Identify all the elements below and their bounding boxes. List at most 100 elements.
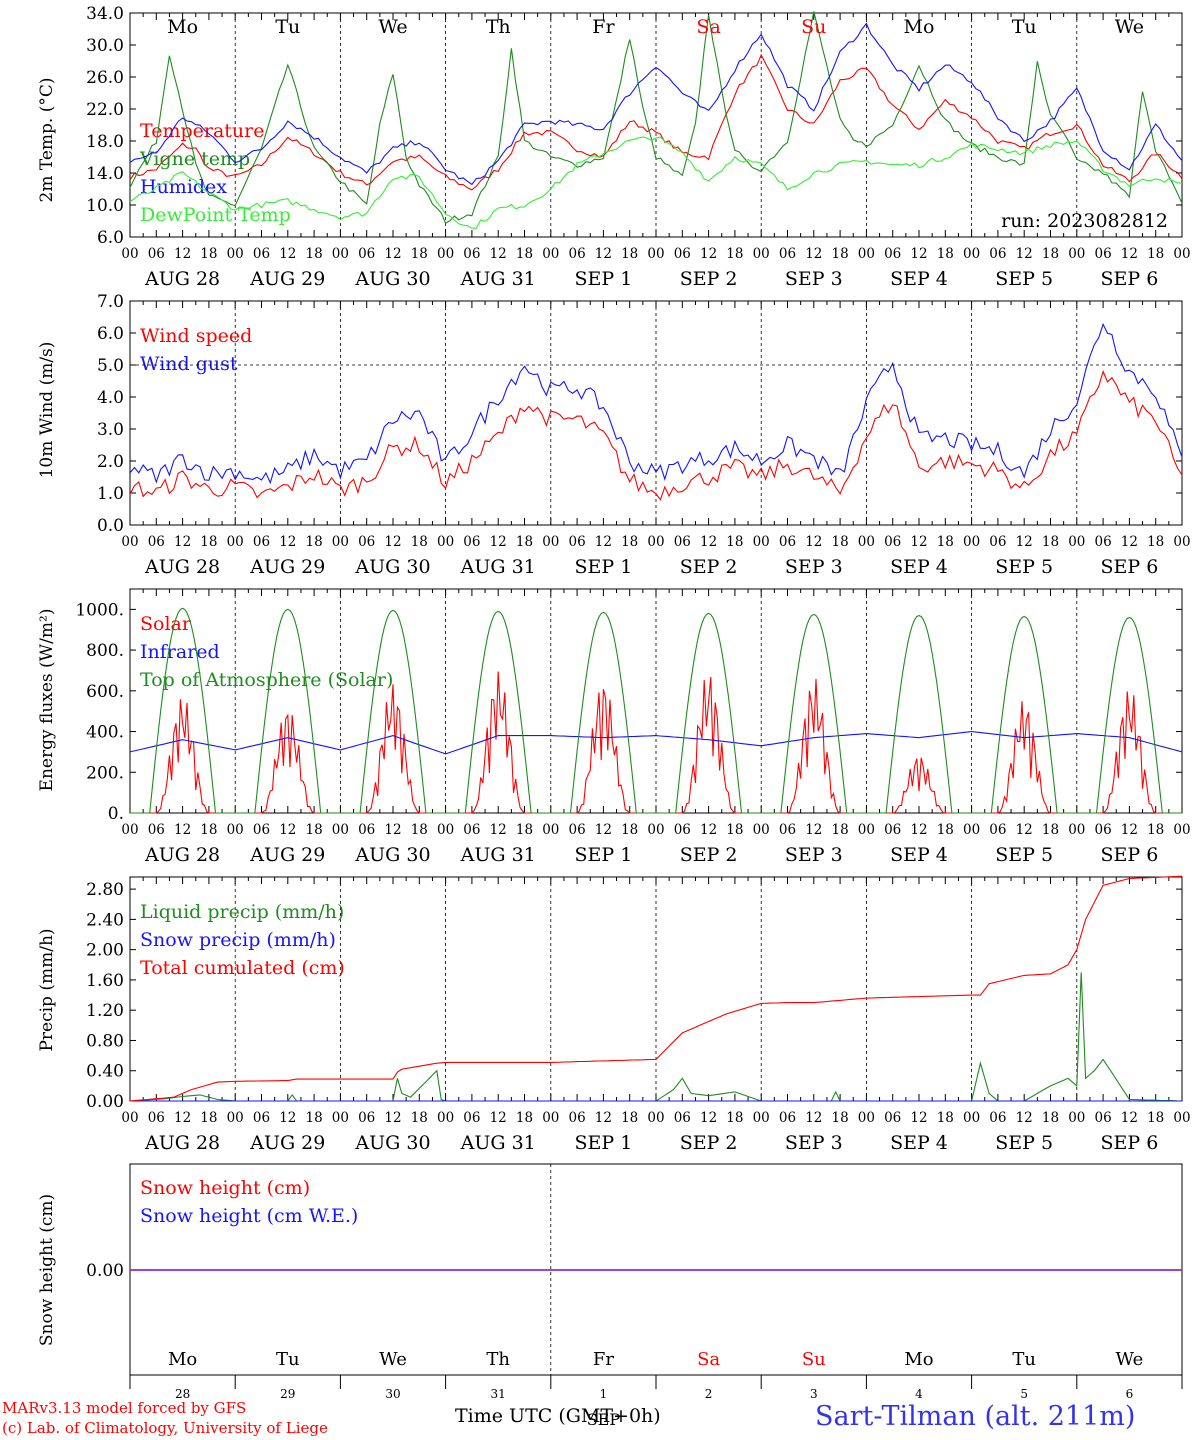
hour-tick-label: 18 — [1147, 534, 1164, 550]
hour-tick-label: 06 — [569, 534, 586, 550]
hour-tick-label: 06 — [674, 534, 691, 550]
hour-tick-label: 00 — [227, 246, 244, 262]
hour-tick-label: 12 — [700, 246, 717, 262]
hour-tick-label: 18 — [516, 822, 533, 838]
legend-entry: Wind gust — [140, 353, 238, 375]
y-tick-label: 10.0 — [86, 196, 124, 216]
hour-tick-label: 18 — [832, 1110, 849, 1126]
hour-tick-label: 00 — [437, 1110, 454, 1126]
hour-tick-label: 18 — [200, 822, 217, 838]
plot-frame — [129, 588, 1183, 814]
hour-tick-label: 00 — [1173, 534, 1190, 550]
date-label: AUG 29 — [249, 268, 325, 290]
hour-tick-label: 06 — [1095, 534, 1112, 550]
y-tick-label: 2.40 — [86, 910, 124, 930]
hour-tick-label: 12 — [910, 822, 927, 838]
hour-tick-label: 12 — [174, 534, 191, 550]
y-tick-label: 6.0 — [97, 228, 124, 248]
hour-tick-label: 00 — [1068, 534, 1085, 550]
hour-tick-label: 06 — [148, 1110, 165, 1126]
hour-tick-label: 00 — [963, 822, 980, 838]
hour-tick-label: 18 — [1042, 246, 1059, 262]
hour-tick-label: 00 — [753, 822, 770, 838]
hour-tick-label: 12 — [1016, 822, 1033, 838]
y-tick-label: 800. — [86, 641, 124, 661]
hour-tick-label: 18 — [306, 1110, 323, 1126]
hour-tick-label: 06 — [253, 1110, 270, 1126]
hour-tick-label: 00 — [332, 246, 349, 262]
hour-tick-label: 06 — [884, 246, 901, 262]
hour-tick-label: 06 — [463, 822, 480, 838]
legend-entry: Infrared — [140, 641, 220, 663]
hour-tick-label: 12 — [700, 822, 717, 838]
run-label: run: 2023082812 — [1001, 210, 1168, 232]
hour-tick-label: 18 — [726, 822, 743, 838]
hour-tick-label: 12 — [384, 1110, 401, 1126]
hour-tick-label: 00 — [858, 822, 875, 838]
hour-tick-label: 18 — [621, 534, 638, 550]
series-line — [130, 607, 1182, 814]
hour-tick-label: 12 — [174, 822, 191, 838]
legend-entry: Wind speed — [140, 325, 252, 347]
hour-tick-label: 18 — [411, 534, 428, 550]
series-line — [129, 11, 1183, 224]
y-tick-label: 2.80 — [86, 880, 124, 900]
hour-tick-label: 18 — [516, 1110, 533, 1126]
date-label: SEP 3 — [785, 1132, 843, 1154]
date-label: SEP 4 — [890, 844, 948, 866]
date-label: AUG 28 — [144, 844, 220, 866]
hour-tick-label: 12 — [1121, 534, 1138, 550]
legend-entry: Snow precip (mm/h) — [140, 929, 336, 951]
hour-tick-label: 06 — [779, 822, 796, 838]
date-label: SEP 6 — [1100, 268, 1158, 290]
hour-tick-label: 06 — [884, 822, 901, 838]
date-label: AUG 31 — [460, 268, 536, 290]
day-number: 30 — [385, 1387, 400, 1401]
hour-tick-label: 12 — [279, 246, 296, 262]
date-label: AUG 31 — [460, 844, 536, 866]
hour-tick-label: 18 — [200, 1110, 217, 1126]
y-tick-label: 2.0 — [97, 452, 124, 472]
hour-tick-label: 00 — [332, 534, 349, 550]
hour-tick-label: 00 — [227, 534, 244, 550]
date-label: SEP 5 — [995, 1132, 1053, 1154]
day-number: 28 — [175, 1387, 190, 1401]
hour-tick-label: 12 — [174, 1110, 191, 1126]
hour-tick-label: 06 — [148, 246, 165, 262]
day-number: 5 — [1020, 1387, 1028, 1401]
hour-tick-label: 12 — [279, 822, 296, 838]
hour-tick-label: 18 — [937, 246, 954, 262]
y-tick-label: 4.0 — [97, 388, 124, 408]
y-axis-label: Energy fluxes (W/m²) — [37, 609, 57, 792]
hour-tick-label: 12 — [700, 534, 717, 550]
hour-tick-label: 18 — [516, 246, 533, 262]
y-tick-label: 200. — [86, 763, 124, 783]
hour-tick-label: 06 — [148, 822, 165, 838]
hour-tick-label: 00 — [437, 246, 454, 262]
hour-tick-label: 12 — [910, 1110, 927, 1126]
hour-tick-label: 06 — [148, 534, 165, 550]
date-label: SEP 1 — [574, 1132, 632, 1154]
hour-tick-label: 12 — [490, 822, 507, 838]
date-label: SEP 2 — [680, 268, 738, 290]
hour-tick-label: 00 — [1068, 822, 1085, 838]
date-label: SEP 3 — [785, 268, 843, 290]
date-label: AUG 28 — [144, 556, 220, 578]
hour-tick-label: 12 — [384, 246, 401, 262]
hour-tick-label: 06 — [358, 1110, 375, 1126]
y-tick-label: 34.0 — [86, 4, 124, 24]
hour-tick-label: 18 — [937, 1110, 954, 1126]
month-label: SEP — [587, 1410, 621, 1429]
hour-tick-label: 06 — [989, 1110, 1006, 1126]
y-tick-label: 1000. — [75, 600, 124, 620]
day-name: Su — [801, 16, 826, 38]
hour-tick-label: 00 — [753, 1110, 770, 1126]
y-tick-label: 6.0 — [97, 324, 124, 344]
hour-tick-label: 06 — [253, 822, 270, 838]
hour-tick-label: 18 — [306, 822, 323, 838]
hour-tick-label: 18 — [1042, 1110, 1059, 1126]
hour-tick-label: 18 — [200, 534, 217, 550]
hour-tick-label: 00 — [437, 822, 454, 838]
hour-tick-label: 18 — [1147, 1110, 1164, 1126]
